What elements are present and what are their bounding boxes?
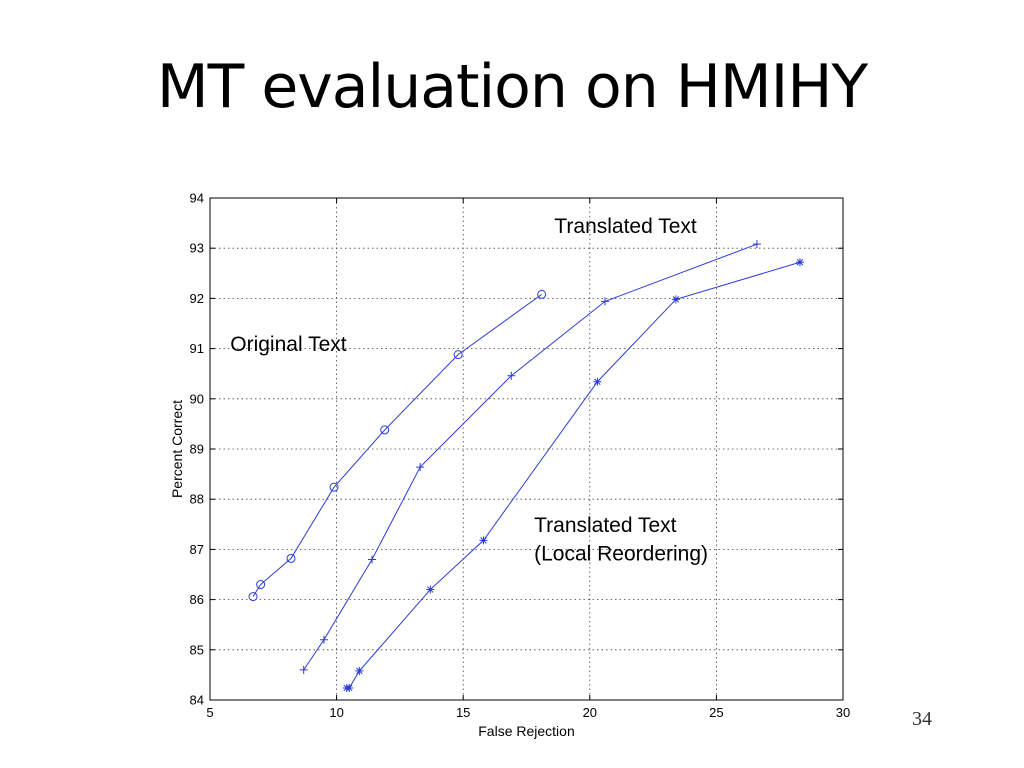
y-tick-label: 90 xyxy=(190,391,204,406)
series-line xyxy=(346,261,801,689)
data-point-plus xyxy=(752,240,761,249)
y-axis-label: Percent Correct xyxy=(169,400,185,498)
data-point-star xyxy=(479,536,488,545)
y-tick-label: 93 xyxy=(190,241,204,256)
x-tick-label: 25 xyxy=(709,705,723,720)
y-tick-label: 89 xyxy=(190,442,204,457)
x-tick-label: 10 xyxy=(329,705,343,720)
y-tick-label: 88 xyxy=(190,492,204,507)
data-point-star xyxy=(426,585,435,594)
data-point-star xyxy=(671,295,680,304)
annotation-label: (Local Reordering) xyxy=(534,542,708,565)
x-tick-label: 30 xyxy=(836,705,850,720)
x-tick-label: 5 xyxy=(206,705,213,720)
y-tick-label: 84 xyxy=(190,693,204,708)
x-tick-label: 15 xyxy=(456,705,470,720)
series-1 xyxy=(248,289,547,602)
data-point-circle xyxy=(256,580,266,590)
annotations: Translated Text Original Text Translated T… xyxy=(230,215,708,565)
series-group xyxy=(248,240,804,692)
series-3 xyxy=(342,258,804,692)
axis-ticks: 5 10 15 20 25 30 84 85 86 87 88 89 90 91 92 93 94 xyxy=(190,191,851,721)
annotation-label: Original Text xyxy=(230,333,346,356)
data-point-circle xyxy=(329,482,339,492)
series-line xyxy=(252,293,542,597)
data-point-circle xyxy=(380,425,390,435)
grid-lines xyxy=(210,198,843,700)
y-tick-label: 86 xyxy=(190,592,204,607)
data-point-plus xyxy=(416,463,425,472)
data-point-plus xyxy=(299,665,308,674)
data-point-star xyxy=(355,666,364,675)
series-line xyxy=(303,243,758,671)
data-point-star xyxy=(593,377,602,386)
y-tick-label: 91 xyxy=(190,341,204,356)
y-tick-label: 92 xyxy=(190,291,204,306)
data-point-plus xyxy=(319,635,328,644)
data-point-circle xyxy=(453,350,463,360)
data-point-circle xyxy=(286,553,296,563)
data-point-star xyxy=(345,683,354,692)
y-tick-label: 87 xyxy=(190,542,204,557)
data-point-circle xyxy=(537,289,547,299)
x-tick-label: 20 xyxy=(583,705,597,720)
annotation-label: Translated Text xyxy=(534,514,677,537)
data-point-plus xyxy=(507,371,516,380)
annotation-label: Translated Text xyxy=(554,215,697,238)
x-axis-label: False Rejection xyxy=(478,723,575,739)
data-point-plus xyxy=(368,555,377,564)
data-point-circle xyxy=(248,592,258,602)
series-2 xyxy=(299,240,761,674)
data-point-plus xyxy=(600,297,609,306)
y-tick-label: 94 xyxy=(190,191,204,206)
data-point-star xyxy=(795,258,804,267)
page-number: 34 xyxy=(912,708,932,730)
y-tick-label: 85 xyxy=(190,642,204,657)
slide-title: MT evaluation on HMIHY xyxy=(156,52,868,122)
